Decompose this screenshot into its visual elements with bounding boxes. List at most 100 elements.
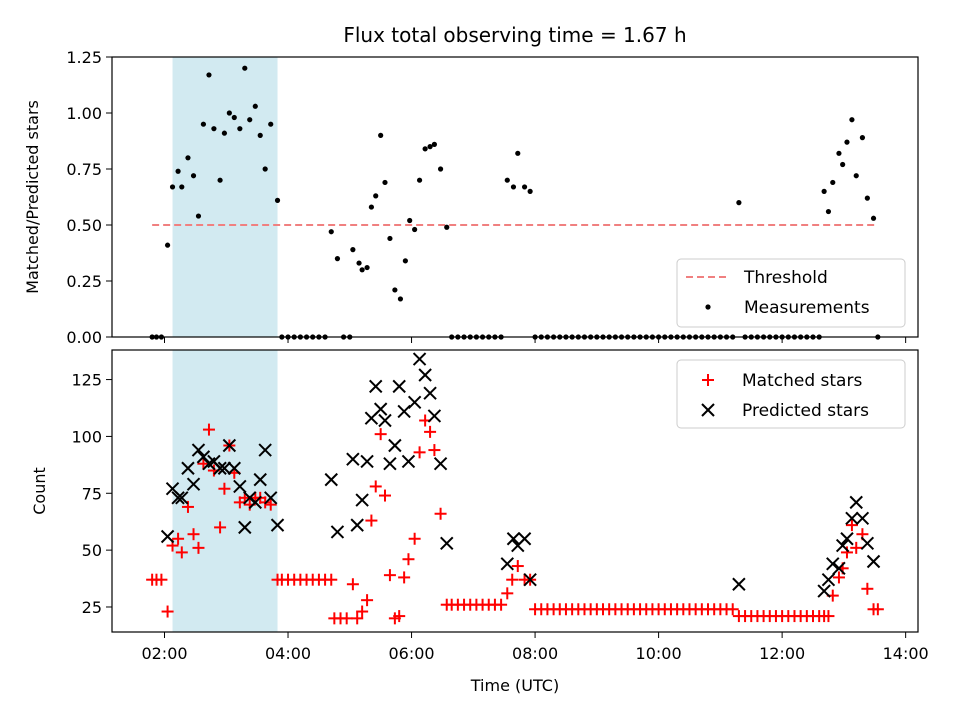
measurement-point — [231, 114, 237, 121]
measurement-point — [859, 135, 866, 141]
x-stroke — [222, 438, 237, 453]
y-tick-label: 0.50 — [66, 216, 102, 235]
predicted-star-point — [233, 479, 247, 494]
measurement-point — [175, 168, 181, 174]
x-stroke — [378, 413, 392, 428]
x-stroke — [427, 409, 442, 423]
predicted-star-point — [160, 529, 175, 544]
predicted-star-point — [506, 532, 521, 546]
matched-star-point — [187, 528, 200, 541]
x-stroke — [355, 493, 369, 507]
x-stroke — [253, 472, 267, 487]
x-tick-label: 10:00 — [636, 644, 682, 663]
measurement-point — [412, 226, 418, 233]
x-stroke — [186, 477, 201, 491]
matched-star-point — [325, 573, 338, 586]
measurement-point — [521, 184, 528, 190]
predicted-star-point — [191, 443, 206, 457]
matched-star-point — [374, 428, 387, 441]
x-stroke — [324, 472, 338, 487]
measurement-point — [402, 258, 408, 264]
x-stroke — [248, 495, 262, 510]
measurement-point — [242, 65, 248, 71]
measurement-point — [252, 103, 258, 109]
matched-star-point — [850, 541, 863, 554]
predicted-star-point — [860, 536, 875, 551]
measurement-point — [274, 197, 281, 203]
x-stroke — [330, 525, 345, 539]
x-tick-label: 12:00 — [759, 644, 805, 663]
predicted-star-point — [324, 472, 338, 487]
measurement-point — [221, 130, 228, 136]
predicted-star-point — [175, 491, 189, 505]
predicted-star-point — [401, 454, 416, 469]
x-stroke — [191, 443, 206, 457]
matched-star-point — [161, 605, 174, 618]
measurement-point — [392, 287, 398, 293]
matched-star-point — [202, 423, 215, 436]
measurement-point — [836, 150, 842, 156]
x-stroke — [440, 536, 454, 551]
predicted-star-point — [388, 438, 402, 453]
predicted-legend-marker — [701, 403, 715, 417]
predicted-star-point — [213, 461, 227, 475]
matched-star-point — [393, 610, 406, 623]
x-stroke — [817, 584, 831, 598]
predicted-star-point — [253, 472, 267, 487]
predicted-stars-series — [160, 352, 881, 598]
predicted-star-point — [264, 491, 278, 505]
matched-star-point — [428, 444, 441, 457]
matched-star-point — [218, 482, 231, 495]
measurement-point — [334, 256, 341, 262]
matched-star-point — [495, 598, 508, 611]
x-stroke — [832, 561, 846, 576]
predicted-star-point — [423, 386, 437, 400]
matched-star-point — [351, 612, 364, 625]
measurement-point — [416, 177, 423, 183]
matched-star-point — [726, 603, 739, 616]
measurement-point — [382, 179, 388, 186]
bottom-axis-ticks: 25 50 75 100 125 02:00 04:00 06:00 08:00 10:00 12:… — [71, 371, 928, 663]
matched-star-point — [155, 573, 168, 586]
top-panel: 0.00 0.25 0.50 0.75 1.00 1.25 Matched/Predict… — [23, 48, 919, 347]
predicted-legend-label: Predicted stars — [742, 401, 869, 421]
x-stroke — [207, 454, 221, 469]
matched-star-point — [356, 605, 369, 618]
matched-star-point — [511, 560, 524, 573]
x-stroke — [217, 461, 232, 475]
measurement-point — [504, 177, 510, 183]
x-stroke — [840, 532, 854, 546]
predicted-star-point — [258, 443, 272, 457]
measurement-point — [211, 126, 217, 132]
predicted-star-point — [433, 457, 448, 471]
x-stroke — [835, 538, 850, 553]
matched-star-point — [822, 610, 835, 623]
matched-star-point — [434, 507, 447, 520]
predicted-star-point — [373, 402, 388, 416]
x-stroke — [369, 379, 383, 394]
measurement-point — [864, 195, 870, 201]
matched-legend-marker — [702, 374, 714, 386]
x-stroke — [213, 461, 227, 475]
measurement-point — [206, 72, 212, 78]
measurement-point — [373, 193, 379, 199]
bottom-legend-box — [676, 359, 906, 429]
measurement-point — [169, 184, 176, 190]
x-stroke — [506, 532, 521, 546]
x-stroke — [373, 402, 388, 416]
x-stroke — [732, 577, 746, 591]
predicted-star-point — [427, 409, 442, 423]
measurement-point — [364, 264, 370, 271]
measurement-point — [431, 141, 437, 147]
x-stroke — [855, 511, 870, 525]
matched-star-point — [361, 594, 374, 607]
measurement-point — [870, 215, 877, 221]
matched-star-point — [346, 578, 359, 591]
predicted-star-point — [378, 413, 392, 428]
measurement-point — [844, 139, 850, 145]
threshold-legend-label: Threshold — [743, 268, 828, 288]
matched-star-point — [192, 541, 205, 554]
x-stroke — [264, 491, 278, 505]
x-stroke — [517, 532, 532, 546]
measurement-point — [217, 177, 223, 183]
